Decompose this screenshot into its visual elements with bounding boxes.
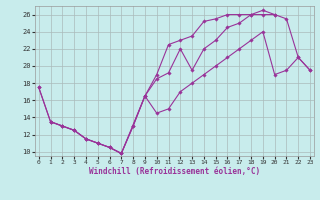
X-axis label: Windchill (Refroidissement éolien,°C): Windchill (Refroidissement éolien,°C) — [89, 167, 260, 176]
